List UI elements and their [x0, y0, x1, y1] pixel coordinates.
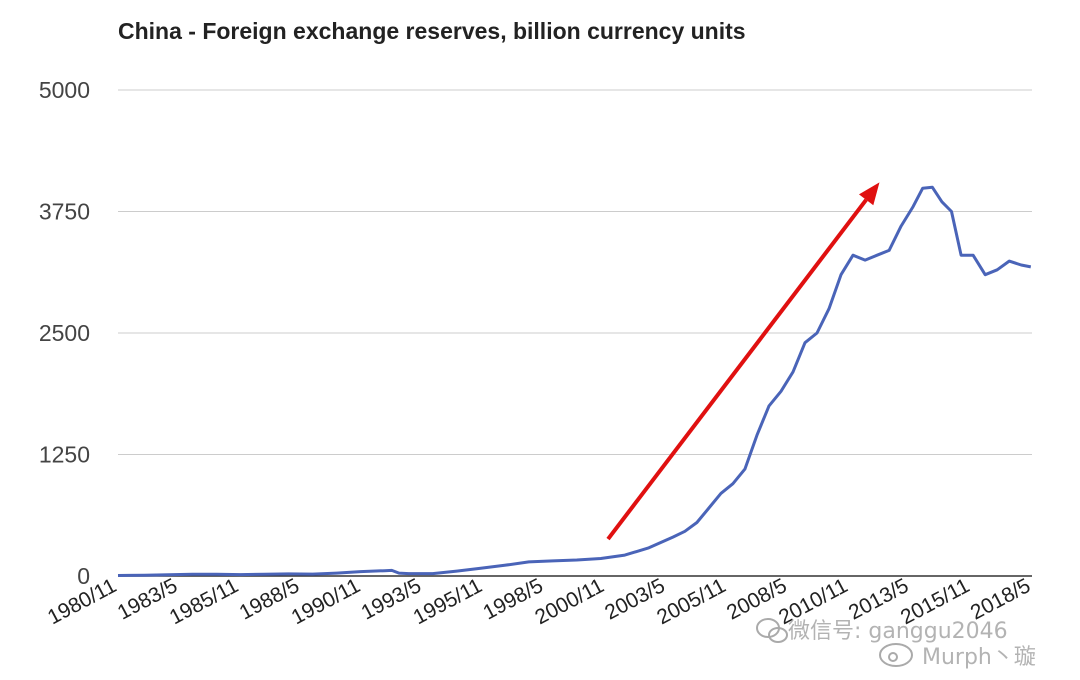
series-line [117, 185, 1032, 577]
trend-arrow [606, 182, 880, 541]
gridlines [118, 89, 1032, 577]
weibo-id-watermark: Murph丶璇 [922, 645, 1036, 670]
chart-title: China - Foreign exchange reserves, billi… [118, 18, 746, 44]
y-tick-label: 2500 [39, 320, 90, 346]
x-tick-label: 1995/11 [409, 574, 485, 629]
x-tick-label: 2018/5 [967, 574, 1035, 624]
y-tick-label: 1250 [39, 442, 90, 468]
watermark: 微信号: ganggu2046 Murph丶璇 [756, 618, 1036, 670]
y-tick-label: 3750 [39, 199, 90, 225]
arrow-shaft [606, 198, 868, 541]
y-tick-label: 5000 [39, 77, 90, 103]
y-axis-ticks: 0 1250 2500 3750 5000 [39, 77, 90, 589]
wechat-id-watermark: 微信号: ganggu2046 [788, 619, 1008, 644]
arrow-head [858, 182, 880, 206]
x-tick-label: 1985/11 [166, 574, 242, 629]
y-tick-label: 0 [77, 563, 90, 589]
x-tick-label: 2000/11 [531, 574, 607, 629]
x-tick-label: 2005/11 [653, 574, 729, 629]
x-tick-label: 1990/11 [288, 574, 364, 629]
wechat-icon [756, 618, 788, 643]
weibo-icon [879, 643, 913, 667]
